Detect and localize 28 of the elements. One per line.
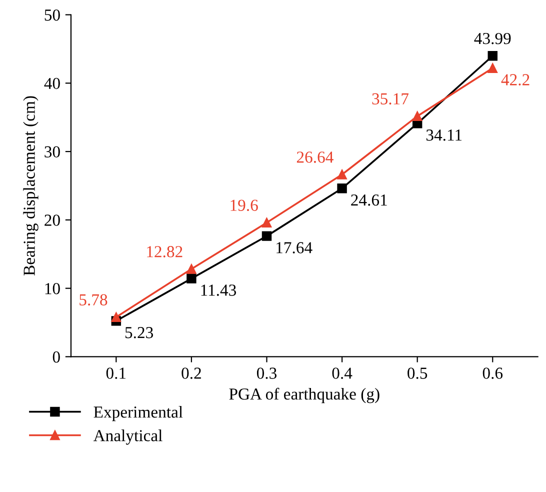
y-tick-label: 10 [45,283,60,294]
data-label: 11.43 [201,284,236,296]
x-tick-label: 0.5 [408,368,428,379]
legend-label: Experimental [94,406,183,422]
x-axis-title: PGA of earthquake (g) [229,388,380,404]
legend-label: Analytical [93,430,162,445]
data-label: 19.6 [230,200,258,212]
data-label: 26.64 [296,152,334,163]
data-label: 24.61 [351,194,387,206]
data-label: 42.2 [501,74,530,86]
y-tick-label: 30 [44,146,60,158]
data-label: 43.99 [474,32,511,44]
x-tick-label: 0.2 [182,368,201,379]
y-tick-label: 50 [44,9,60,21]
data-label: 17.64 [276,242,312,254]
x-tick-label: 0.4 [332,368,352,379]
data-label: 12.82 [147,246,182,258]
data-label: 34.11 [426,130,462,141]
data-label: 5.78 [80,294,108,306]
data-label: 5.23 [125,327,154,338]
y-tick-label: 40 [44,78,60,90]
x-tick-label: 0.6 [482,368,503,379]
x-tick-label: 0.1 [106,368,126,379]
y-tick-label: 20 [44,214,60,226]
y-axis-title: Bearing displacement (cm) [23,96,38,276]
data-label: 35.17 [372,93,409,105]
x-tick-label: 0.3 [256,368,277,379]
y-tick-label: 0 [52,351,60,363]
